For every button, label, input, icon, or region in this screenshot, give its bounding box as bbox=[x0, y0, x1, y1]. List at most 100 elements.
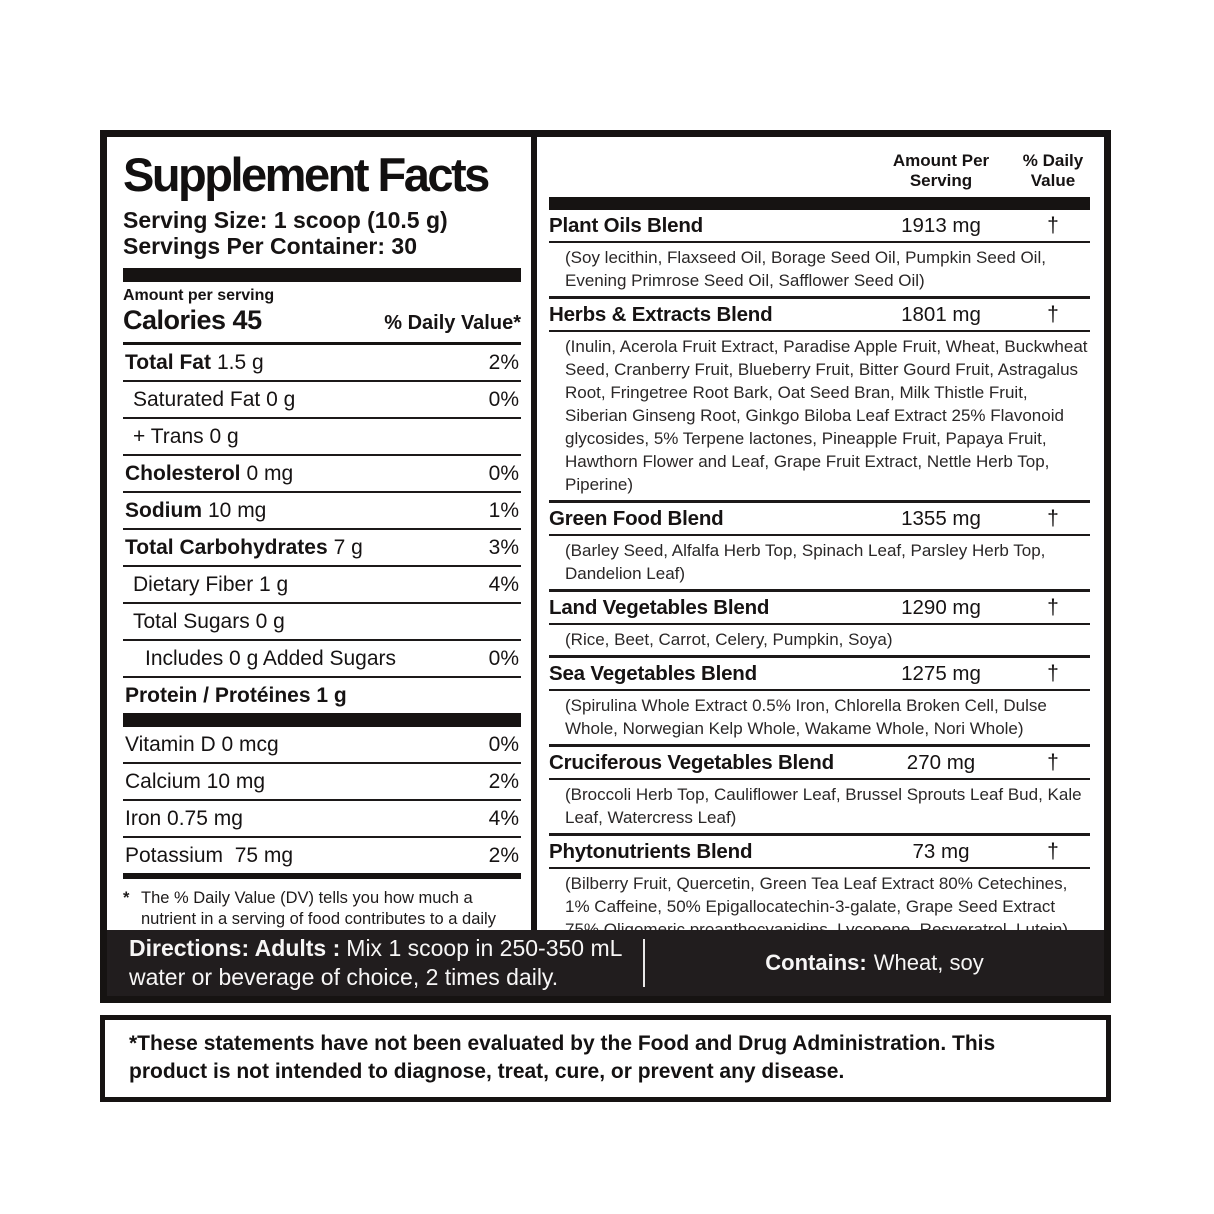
calories-row: Calories 45 % Daily Value* bbox=[123, 305, 521, 345]
serving-size: Serving Size: 1 scoop (10.5 g) bbox=[123, 206, 448, 233]
nutrient-row-cholesterol: Cholesterol 0 mg 0% bbox=[123, 456, 521, 493]
nutrient-name: + Trans 0 g bbox=[133, 424, 239, 448]
nutrient-name: Sodium bbox=[125, 498, 202, 522]
nutrient-amount: 7 g bbox=[333, 535, 363, 559]
nutrient-row-dietary-fiber: Dietary Fiber 1 g 4% bbox=[123, 567, 521, 604]
micro-row-iron: Iron 0.75 mg 4% bbox=[123, 801, 521, 838]
nutrient-name: Total Fat bbox=[125, 350, 211, 374]
nutrient-name: Potassium 75 mg bbox=[125, 843, 294, 867]
blend-dagger: † bbox=[1047, 303, 1059, 326]
blend-name: Land Vegetables Blend bbox=[549, 596, 770, 619]
nutrient-dv: 0% bbox=[488, 387, 519, 411]
blend-title-row: Cruciferous Vegetables Blend 270 mg † bbox=[549, 747, 1090, 780]
nutrient-dv: 3% bbox=[488, 535, 519, 559]
nutrition-panel: Supplement Facts Serving Size: 1 scoop (… bbox=[107, 137, 537, 930]
blend-phytonutrients: Phytonutrients Blend 73 mg † (Bilberry F… bbox=[549, 833, 1090, 930]
nutrient-row-trans-fat: + Trans 0 g bbox=[123, 419, 521, 456]
nutrient-name: Total Carbohydrates bbox=[125, 535, 328, 559]
nutrient-row-saturated-fat: Saturated Fat 0 g 0% bbox=[123, 382, 521, 419]
nutrient-name: Saturated Fat 0 g bbox=[133, 387, 296, 411]
micro-row-potassium: Potassium 75 mg 2% bbox=[123, 838, 521, 879]
panel-title: Supplement Facts bbox=[123, 148, 490, 201]
blend-ingredients: (Rice, Beet, Carrot, Celery, Pumpkin, So… bbox=[565, 630, 893, 649]
blend-ingredients: (Broccoli Herb Top, Cauliflower Leaf, Br… bbox=[565, 785, 1082, 827]
separator-bar bbox=[123, 712, 521, 727]
nutrient-dv: 4% bbox=[488, 806, 519, 830]
blend-amount: 1275 mg bbox=[901, 662, 981, 685]
nutrient-name: Cholesterol bbox=[125, 461, 241, 485]
blend-sea-vegetables: Sea Vegetables Blend 1275 mg † (Spirulin… bbox=[549, 655, 1090, 744]
nutrient-dv: 2% bbox=[488, 843, 519, 867]
blends-header-row: Amount Per Serving % Daily Value bbox=[549, 151, 1090, 191]
blend-dagger: † bbox=[1047, 507, 1059, 530]
nutrient-dv: 0% bbox=[488, 646, 519, 670]
blend-ingredients: (Spirulina Whole Extract 0.5% Iron, Chlo… bbox=[565, 696, 1047, 738]
servings-per-container: Servings Per Container: 30 bbox=[123, 232, 417, 259]
blend-amount: 1913 mg bbox=[901, 214, 981, 237]
blend-dagger: † bbox=[1047, 596, 1059, 619]
micro-row-calcium: Calcium 10 mg 2% bbox=[123, 764, 521, 801]
nutrient-row-sodium: Sodium 10 mg 1% bbox=[123, 493, 521, 530]
nutrient-row-total-carbohydrates: Total Carbohydrates 7 g 3% bbox=[123, 530, 521, 567]
blend-amount: 1801 mg bbox=[901, 303, 981, 326]
blend-dagger: † bbox=[1047, 662, 1059, 685]
blend-land-vegetables: Land Vegetables Blend 1290 mg † (Rice, B… bbox=[549, 589, 1090, 655]
blend-name: Cruciferous Vegetables Blend bbox=[549, 751, 834, 774]
contains-label: Contains: bbox=[765, 950, 867, 975]
label-main-box: Supplement Facts Serving Size: 1 scoop (… bbox=[100, 130, 1111, 1003]
nutrient-amount: 10 mg bbox=[208, 498, 267, 522]
directions-text: Mix 1 scoop in 250-350 mL water or bever… bbox=[129, 935, 622, 990]
nutrient-row-total-sugars: Total Sugars 0 g bbox=[123, 604, 521, 641]
separator-bar bbox=[549, 197, 1090, 210]
blend-ingredients: (Bilberry Fruit, Quercetin, Green Tea Le… bbox=[565, 874, 1069, 930]
nutrient-name: Dietary Fiber 1 g bbox=[133, 572, 289, 596]
micro-row-vitamin-d: Vitamin D 0 mcg 0% bbox=[123, 727, 521, 764]
nutrient-name: Includes 0 g Added Sugars bbox=[145, 646, 397, 670]
contains-text: Wheat, soy bbox=[873, 950, 984, 975]
blend-name: Herbs & Extracts Blend bbox=[549, 303, 773, 326]
label-columns: Supplement Facts Serving Size: 1 scoop (… bbox=[107, 137, 1104, 930]
blend-title-row: Sea Vegetables Blend 1275 mg † bbox=[549, 658, 1090, 691]
daily-value-header: % Daily Value* bbox=[384, 311, 521, 334]
footnote-marker: * bbox=[123, 888, 130, 907]
nutrient-dv: 1% bbox=[488, 498, 519, 522]
blend-title-row: Herbs & Extracts Blend 1801 mg † bbox=[549, 299, 1090, 332]
daily-value-footnote: * The % Daily Value (DV) tells you how m… bbox=[123, 888, 521, 930]
blend-ingredients: (Barley Seed, Alfalfa Herb Top, Spinach … bbox=[565, 541, 1046, 583]
nutrient-dv: 0% bbox=[488, 461, 519, 485]
nutrient-dv: 0% bbox=[488, 732, 519, 756]
nutrient-name: Total Sugars 0 g bbox=[133, 609, 285, 633]
blend-amount: 270 mg bbox=[906, 751, 976, 774]
blend-amount: 1290 mg bbox=[901, 596, 981, 619]
header-percent-daily-value: % Daily Value bbox=[1022, 151, 1084, 190]
nutrient-name: Protein / Protéines 1 g bbox=[125, 683, 347, 707]
directions: Directions: Adults : Mix 1 scoop in 250-3… bbox=[107, 932, 643, 994]
blend-dagger: † bbox=[1047, 751, 1059, 774]
blend-title-row: Green Food Blend 1355 mg † bbox=[549, 503, 1090, 536]
blend-title-row: Land Vegetables Blend 1290 mg † bbox=[549, 592, 1090, 625]
blend-dagger: † bbox=[1047, 214, 1059, 237]
blend-green-food: Green Food Blend 1355 mg † (Barley Seed,… bbox=[549, 500, 1090, 589]
blend-title-row: Plant Oils Blend 1913 mg † bbox=[549, 210, 1090, 243]
nutrient-name: Iron 0.75 mg bbox=[125, 806, 243, 830]
nutrient-name: Calcium 10 mg bbox=[125, 769, 266, 793]
directions-label: Directions: Adults : bbox=[129, 935, 341, 961]
nutrient-dv: 2% bbox=[488, 769, 519, 793]
nutrient-row-protein: Protein / Protéines 1 g bbox=[123, 678, 521, 713]
blend-name: Plant Oils Blend bbox=[549, 214, 703, 237]
contains-statement: Contains: Wheat, soy bbox=[645, 950, 1104, 976]
blend-title-row: Phytonutrients Blend 73 mg † bbox=[549, 836, 1090, 869]
nutrient-row-added-sugars: Includes 0 g Added Sugars 0% bbox=[123, 641, 521, 678]
amount-per-serving-label: Amount per serving bbox=[123, 286, 275, 304]
blend-name: Green Food Blend bbox=[549, 507, 724, 530]
blend-plant-oils: Plant Oils Blend 1913 mg † (Soy lecithin… bbox=[549, 210, 1090, 296]
blend-ingredients: (Inulin, Acerola Fruit Extract, Paradise… bbox=[565, 337, 1088, 494]
footer-divider bbox=[643, 939, 645, 987]
nutrient-amount: 1.5 g bbox=[216, 350, 264, 374]
nutrient-dv: 4% bbox=[488, 572, 519, 596]
blend-cruciferous-vegetables: Cruciferous Vegetables Blend 270 mg † (B… bbox=[549, 744, 1090, 833]
blend-ingredients: (Soy lecithin, Flaxseed Oil, Borage Seed… bbox=[565, 248, 1046, 290]
nutrient-dv: 2% bbox=[488, 350, 519, 374]
nutrient-row-total-fat: Total Fat 1.5 g 2% bbox=[123, 345, 521, 382]
disclaimer-text: *These statements have not been evaluate… bbox=[129, 1032, 996, 1083]
